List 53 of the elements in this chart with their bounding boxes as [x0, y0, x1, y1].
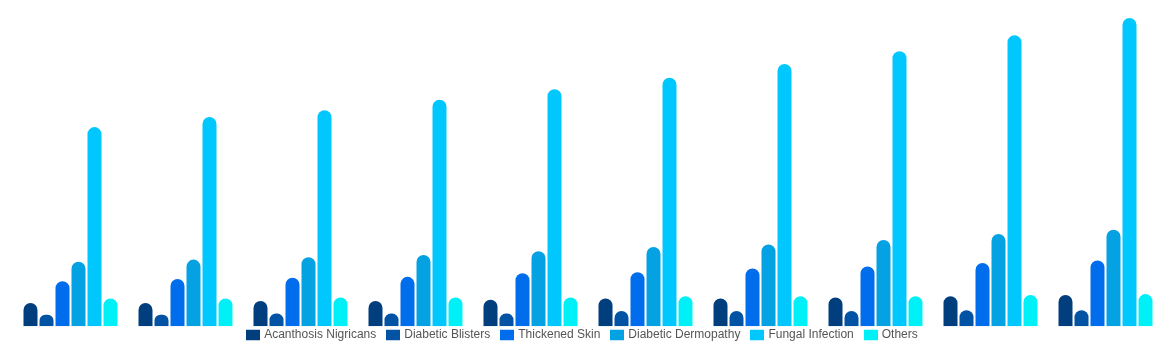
bar — [432, 99, 447, 327]
bar — [186, 259, 201, 327]
bar — [678, 296, 693, 327]
bar — [515, 273, 530, 327]
bar — [202, 116, 217, 327]
bar — [646, 246, 661, 327]
bar — [1007, 35, 1022, 327]
bar — [1090, 260, 1105, 327]
bar — [892, 51, 907, 327]
bar — [761, 244, 776, 327]
legend-label: Thickened Skin — [518, 327, 601, 342]
bar — [943, 296, 958, 327]
bar — [218, 298, 233, 327]
bar — [368, 300, 383, 327]
bar — [301, 257, 316, 327]
bar — [1122, 18, 1137, 327]
bar — [71, 261, 86, 327]
bar — [908, 296, 923, 327]
bar — [483, 299, 498, 327]
bar — [563, 297, 578, 327]
bar — [333, 297, 348, 327]
bar — [876, 239, 891, 327]
bar — [975, 263, 990, 327]
legend-label: Diabetic Dermopathy — [628, 327, 741, 342]
bar — [317, 110, 332, 327]
bar — [1138, 294, 1153, 327]
bar — [828, 297, 843, 327]
bar — [1058, 295, 1073, 327]
bar — [1023, 295, 1038, 327]
bar — [745, 268, 760, 327]
bar — [713, 298, 728, 327]
bar — [285, 277, 300, 327]
legend-label: Others — [881, 327, 918, 342]
bar — [103, 298, 118, 327]
bar — [547, 89, 562, 327]
legend-label: Acanthosis Nigricans — [264, 327, 377, 342]
bar — [793, 296, 808, 327]
bar — [1106, 229, 1121, 327]
bar — [87, 127, 102, 327]
bar — [448, 297, 463, 327]
bar — [55, 281, 70, 327]
bar — [991, 234, 1006, 327]
bar — [416, 254, 431, 327]
bar — [170, 279, 185, 327]
bar — [630, 272, 645, 327]
bar — [662, 77, 677, 327]
bar — [598, 298, 613, 327]
bar — [777, 63, 792, 327]
bar — [400, 276, 415, 327]
legend-label: Fungal Infection — [768, 327, 854, 342]
legend-label: Diabetic Blisters — [404, 327, 491, 342]
bar — [531, 251, 546, 327]
bar — [860, 266, 875, 327]
